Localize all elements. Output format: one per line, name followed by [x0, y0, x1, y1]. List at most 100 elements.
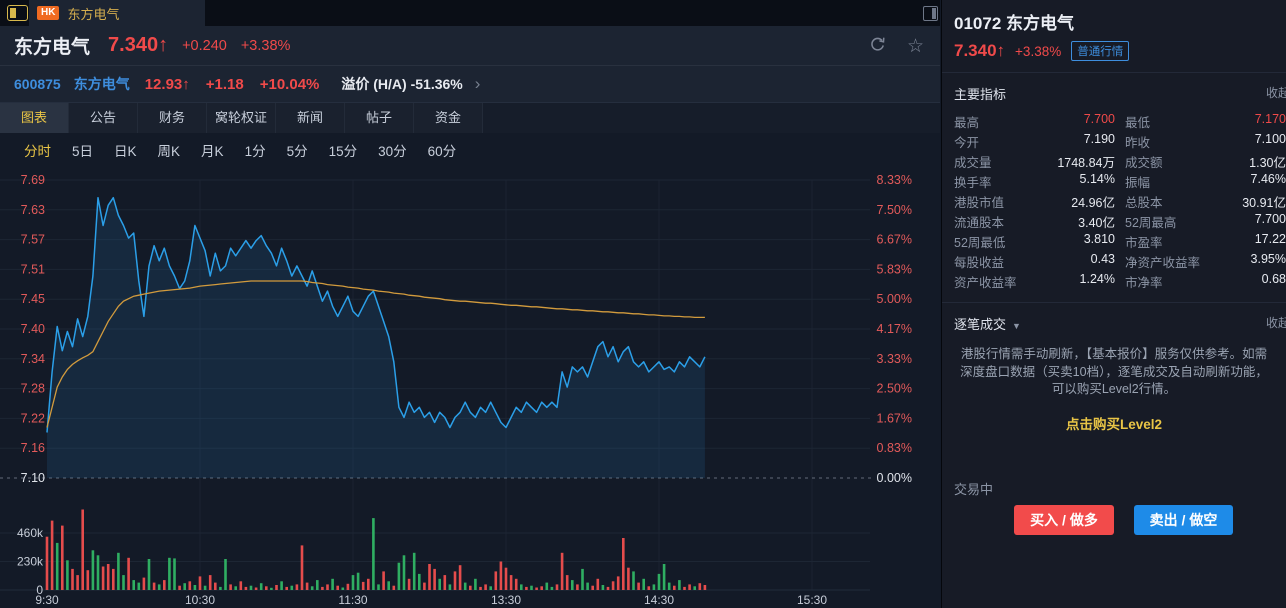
buy-long-button[interactable]: 买入 / 做多	[1014, 505, 1114, 535]
volume-bar	[132, 580, 135, 590]
volume-bar	[91, 550, 95, 590]
period-tab-9[interactable]: 60分	[427, 144, 457, 159]
a-share-code-link[interactable]: 600875	[14, 76, 61, 92]
nav-tab-5[interactable]: 帖子	[345, 103, 414, 133]
volume-bar	[652, 584, 656, 590]
volume-bar	[321, 586, 324, 590]
quote-main-section: HK 东方电气 东方电气 7.340↑ +0.240 +3.38% ☆ 6008…	[0, 0, 940, 608]
period-tab-6[interactable]: 5分	[286, 144, 308, 159]
premium-label: 溢价 (H/A) -51.36%	[341, 76, 463, 92]
volume-bar	[45, 536, 49, 590]
nav-tab-4[interactable]: 新闻	[276, 103, 345, 133]
volume-bar	[407, 578, 411, 590]
indicator-label: 成交量	[954, 155, 992, 170]
nav-tab-1[interactable]: 公告	[69, 103, 138, 133]
volume-bar	[504, 567, 508, 590]
intraday-chart[interactable]: 7.69 8.33% 7.63 7.50% 7.57 6.67% 7.51 5.83% 7.45…	[0, 170, 940, 608]
volume-bar	[168, 557, 171, 590]
divider	[942, 72, 1286, 73]
volume-bar	[520, 584, 523, 590]
indicator-value: 7.190	[1083, 131, 1115, 146]
indicator-label: 成交额	[1125, 155, 1163, 170]
price-line	[46, 196, 706, 433]
percent-axis-label: 4.17%	[877, 322, 912, 336]
trading-status: 交易中	[954, 482, 994, 497]
panel-price-row: 7.340↑ +3.38% 普通行情	[942, 41, 1286, 61]
volume-bar	[509, 575, 513, 590]
period-tab-0[interactable]: 分时	[24, 144, 51, 159]
volume-bar	[565, 575, 569, 590]
nav-tab-2[interactable]: 财务	[138, 103, 207, 133]
period-tab-3[interactable]: 周K	[157, 144, 181, 159]
volume-bar	[499, 561, 503, 590]
period-tab-5[interactable]: 1分	[244, 144, 266, 159]
period-tab-4[interactable]: 月K	[201, 144, 224, 159]
a-share-name-link[interactable]: 东方电气	[73, 76, 130, 92]
price-axis-label: 7.22	[21, 411, 45, 425]
volume-bar	[397, 562, 401, 590]
volume-bar	[265, 586, 268, 590]
volume-bar	[96, 555, 100, 590]
volume-bar	[127, 557, 130, 590]
volume-bar	[117, 552, 120, 590]
indicator-value: 1.24%	[1079, 271, 1115, 286]
volume-bar	[591, 585, 594, 590]
stock-tab-label: 东方电气	[67, 6, 120, 22]
volume-bar	[173, 558, 176, 590]
nav-tab-0[interactable]: 图表	[0, 103, 69, 133]
panel-stock-title: 01072 东方电气	[954, 14, 1074, 33]
volume-bar	[387, 581, 390, 590]
volume-bar	[463, 582, 467, 590]
time-axis-label: 13:30	[491, 593, 521, 607]
volume-bar	[66, 560, 69, 590]
volume-bar	[285, 586, 288, 590]
percent-axis-label: 3.33%	[877, 352, 912, 366]
time-axis-label: 15:30	[797, 593, 827, 607]
price-axis-label: 7.40	[21, 322, 45, 336]
volume-bar	[61, 525, 64, 590]
period-tab-1[interactable]: 5日	[72, 144, 94, 159]
panel-toggle-icon[interactable]	[923, 6, 938, 21]
ticks-collapse-link[interactable]: 收起	[1265, 316, 1286, 330]
sell-short-button[interactable]: 卖出 / 做空	[1134, 505, 1233, 535]
period-tab-2[interactable]: 日K	[114, 144, 137, 159]
volume-bar	[616, 576, 620, 590]
period-tab-8[interactable]: 30分	[378, 144, 407, 159]
buy-level2-link[interactable]: 点击购买Level2	[1065, 416, 1163, 432]
volume-bar	[474, 578, 477, 590]
a-share-row[interactable]: 600875 东方电气 12.93↑ +1.18 +10.04% 溢价 (H/A…	[0, 66, 940, 102]
indicator-label: 52周最低	[954, 235, 1006, 250]
volume-bar	[678, 580, 681, 590]
volume-bar	[137, 582, 141, 590]
volume-bar	[346, 583, 350, 590]
volume-bar	[601, 585, 605, 590]
nav-tab-3[interactable]: 窝轮权证	[207, 103, 276, 133]
price-axis-label: 7.57	[21, 233, 45, 247]
volume-bar	[642, 578, 645, 590]
refresh-icon[interactable]	[868, 35, 887, 58]
caret-down-icon[interactable]: ▼	[1012, 321, 1021, 331]
percent-axis-label: 0.00%	[877, 471, 912, 485]
quote-level-badge[interactable]: 普通行情	[1071, 41, 1130, 61]
chevron-right-icon[interactable]: ›	[474, 74, 481, 93]
sidebar-toggle-icon[interactable]	[7, 5, 28, 21]
volume-bar	[351, 575, 355, 590]
volume-bar	[662, 564, 666, 590]
volume-bar	[331, 578, 334, 590]
indicators-collapse-link[interactable]: 收起	[1265, 86, 1286, 100]
window-tab-bar: HK 东方电气	[0, 0, 940, 26]
volume-bar	[188, 581, 192, 590]
indicator-label: 最高	[954, 115, 980, 130]
period-tab-7[interactable]: 15分	[328, 144, 358, 159]
stock-tab[interactable]: HK 东方电气	[29, 0, 205, 26]
nav-tab-6[interactable]: 资金	[414, 103, 483, 133]
favorite-star-icon[interactable]: ☆	[906, 35, 924, 57]
indicator-value: 3.40亿	[1078, 215, 1115, 230]
volume-bar	[453, 571, 457, 590]
volume-bar	[377, 584, 380, 590]
volume-bar	[219, 586, 222, 590]
volume-bar	[581, 568, 584, 590]
volume-bar	[229, 584, 232, 590]
indicator-value: 3.810	[1083, 231, 1115, 246]
ticks-section-header: 逐笔成交 ▼ 收起	[942, 303, 1286, 339]
